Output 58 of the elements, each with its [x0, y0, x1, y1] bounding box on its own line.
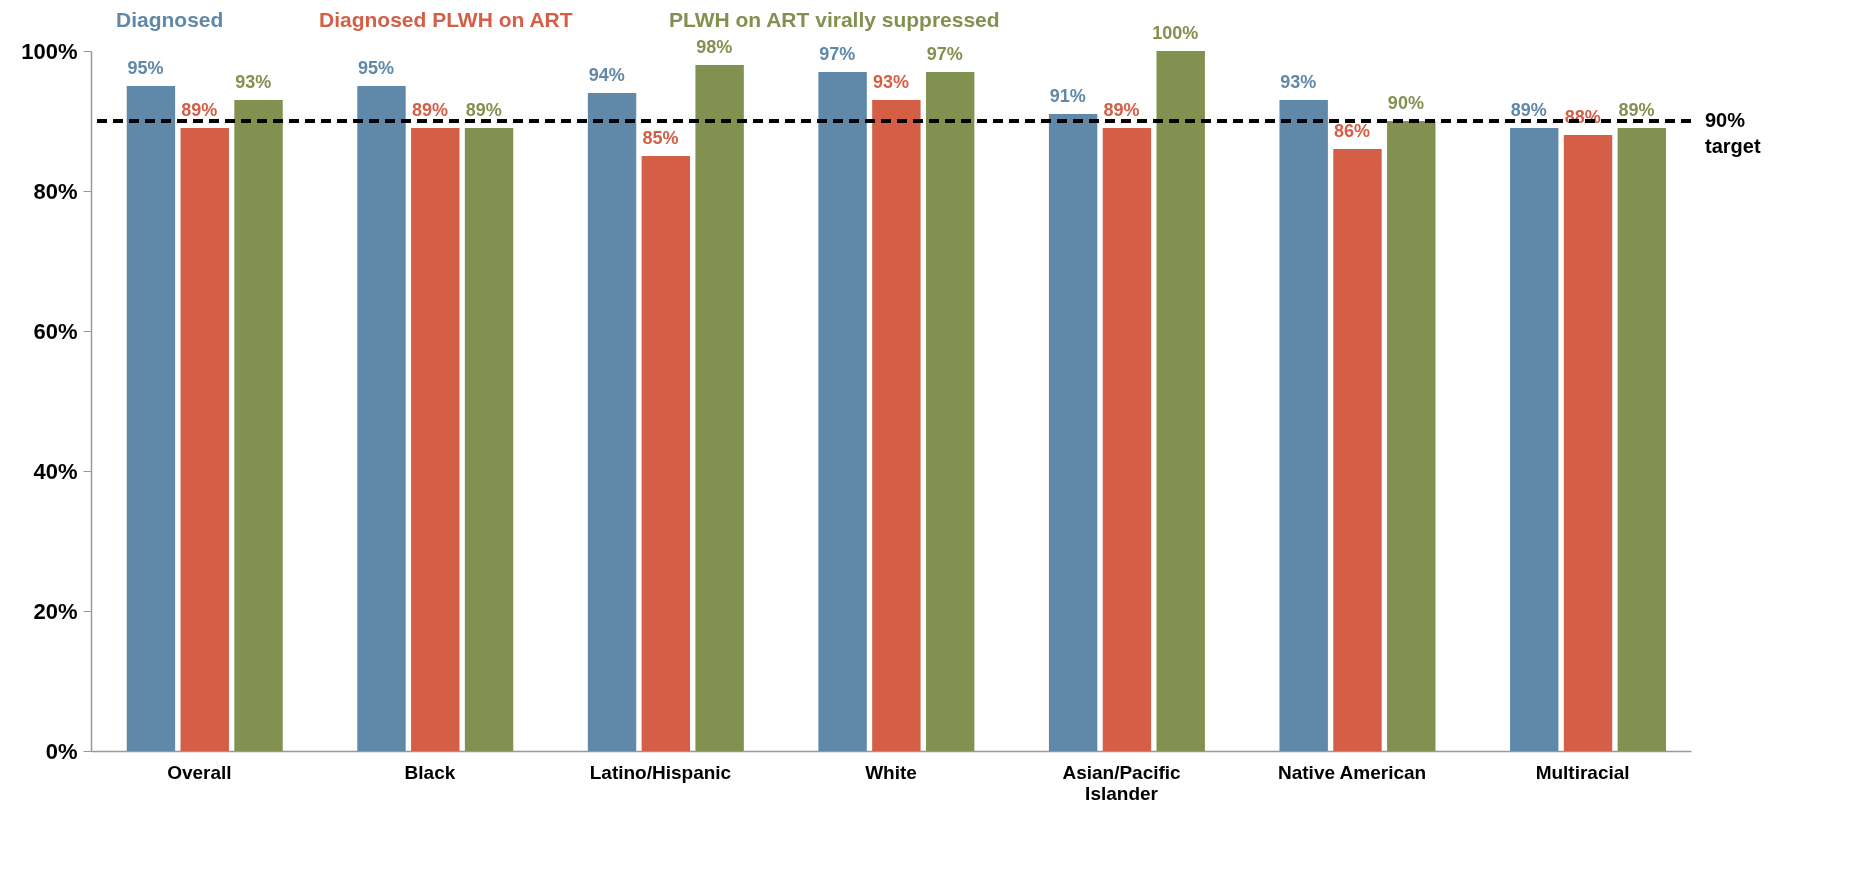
bar: [587, 93, 637, 751]
y-tick-label: 20%: [33, 598, 78, 624]
y-tick-label: 100%: [21, 38, 78, 64]
y-tick-label: 60%: [33, 318, 78, 344]
text: 98%: [696, 37, 733, 57]
text: 94%: [588, 65, 625, 85]
bar: [1510, 128, 1559, 751]
text: 95%: [127, 58, 164, 78]
x-tick-label: Black: [404, 761, 456, 783]
ref-line-label: 90% target: [1705, 109, 1761, 157]
text: 97%: [819, 44, 856, 64]
bar: [1617, 128, 1667, 751]
bar: [925, 72, 975, 751]
text: 93%: [1280, 72, 1317, 92]
bar: [872, 100, 921, 751]
bar: [1563, 135, 1613, 751]
y-tick-label: 0%: [45, 738, 78, 764]
bar: [1102, 128, 1152, 751]
text: 89%: [1510, 100, 1547, 120]
bar: [1156, 51, 1205, 751]
text: 89%: [1103, 100, 1140, 120]
x-tick-label: Asian/Pacific Islander: [1062, 761, 1182, 804]
bar: [126, 86, 176, 751]
text: 86%: [1334, 121, 1371, 141]
text: 90%: [1387, 93, 1424, 113]
bar: [695, 65, 744, 751]
text: 89%: [465, 100, 502, 120]
x-tick-label: Overall: [167, 761, 232, 783]
bar: [180, 128, 229, 751]
bar: [464, 128, 514, 751]
text: 85%: [642, 128, 679, 148]
x-tick-label: White: [865, 761, 917, 783]
text: 91%: [1049, 86, 1086, 106]
bar: [1048, 114, 1098, 751]
text: Diagnosed: [116, 7, 224, 31]
text: 93%: [872, 72, 910, 92]
text: 95%: [358, 58, 395, 78]
y-tick-label: 40%: [33, 458, 78, 484]
x-tick-label: Latino/Hispanic: [589, 761, 732, 783]
bar: [234, 100, 283, 751]
text: 89%: [411, 100, 448, 120]
text: 89%: [181, 100, 218, 120]
bar: [411, 128, 460, 751]
text: PLWH on ART virally suppressed: [669, 7, 1000, 31]
y-tick-label: 80%: [33, 178, 78, 204]
bar: [1333, 149, 1382, 751]
x-tick-label: Native American: [1277, 761, 1427, 783]
bar: [641, 156, 691, 751]
text: 97%: [926, 44, 963, 64]
bar: [357, 86, 406, 751]
text: 100%: [1152, 23, 1199, 43]
text: Diagnosed PLWH on ART: [319, 7, 573, 31]
bar: [1279, 100, 1328, 751]
x-tick-label: Multiracial: [1535, 761, 1630, 783]
bar: [818, 72, 867, 751]
text: 89%: [1618, 100, 1655, 120]
bar: [1387, 121, 1436, 751]
text: 93%: [235, 72, 272, 92]
